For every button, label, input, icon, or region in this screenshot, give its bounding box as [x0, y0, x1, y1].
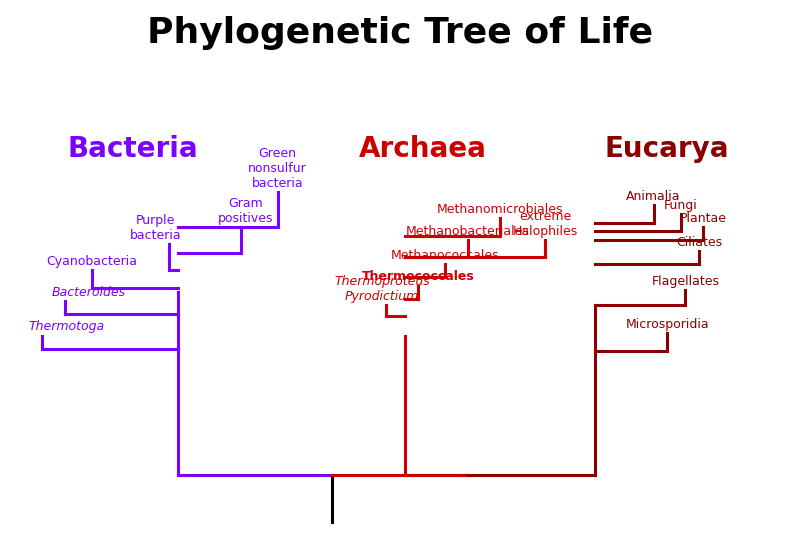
- Text: Archaea: Archaea: [358, 135, 486, 163]
- Text: Plantae: Plantae: [680, 212, 727, 225]
- Text: Eucarya: Eucarya: [605, 135, 730, 163]
- Text: Thermococcales: Thermococcales: [362, 270, 474, 283]
- Text: Flagellates: Flagellates: [651, 275, 719, 288]
- Text: Thermoproteus
Pyrodictium: Thermoproteus Pyrodictium: [334, 275, 430, 303]
- Text: Bacteria: Bacteria: [67, 135, 198, 163]
- Text: Animalia: Animalia: [626, 190, 681, 203]
- Text: Green
nonsulfur
bacteria: Green nonsulfur bacteria: [248, 147, 307, 190]
- Text: Cyanobacteria: Cyanobacteria: [46, 256, 138, 268]
- Text: Thermotoga: Thermotoga: [29, 321, 105, 334]
- Text: Bacteroides: Bacteroides: [51, 286, 126, 299]
- Text: Methanococcales: Methanococcales: [391, 249, 500, 262]
- Text: Fungi: Fungi: [664, 199, 698, 212]
- Text: extreme
Halophiles: extreme Halophiles: [512, 210, 578, 238]
- Text: Phylogenetic Tree of Life: Phylogenetic Tree of Life: [147, 16, 653, 50]
- Text: Gram
positives: Gram positives: [218, 197, 274, 225]
- Text: Methanobacteriales: Methanobacteriales: [406, 225, 530, 238]
- Text: Methanomicrobiales: Methanomicrobiales: [436, 203, 563, 216]
- Text: Ciliates: Ciliates: [676, 236, 722, 249]
- Text: Microsporidia: Microsporidia: [626, 318, 709, 331]
- Text: Purple
bacteria: Purple bacteria: [130, 214, 182, 242]
